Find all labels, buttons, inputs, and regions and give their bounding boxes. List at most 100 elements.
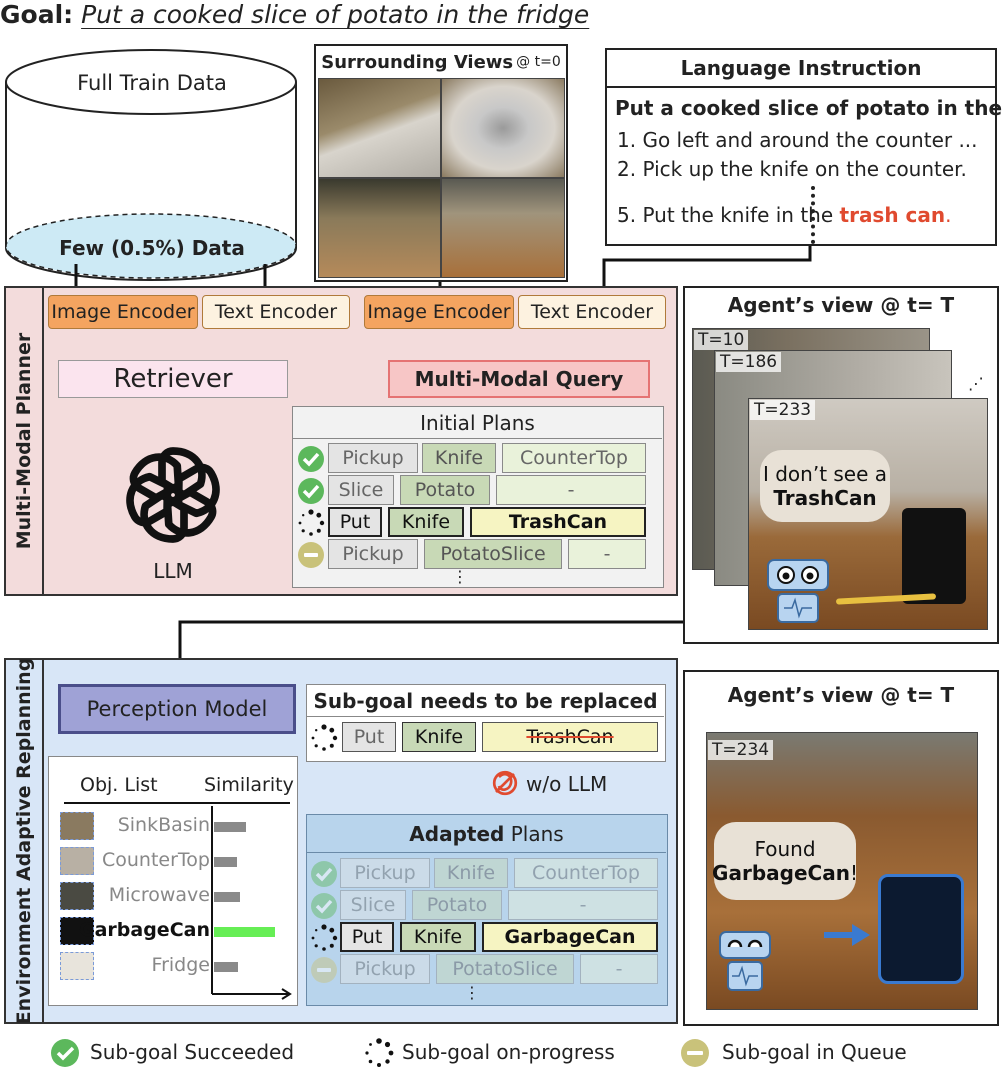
arrow-right-icon	[824, 924, 870, 946]
robot-icon	[767, 559, 829, 623]
agent-view-bottom-title: Agent’s view @ t= T	[727, 683, 955, 707]
similarity-header: Similarity	[204, 774, 294, 796]
frame-t234-label: T=234	[708, 740, 774, 760]
progress-spinner-icon	[298, 509, 325, 536]
object-name: SinkBasin	[117, 814, 210, 836]
check-icon	[311, 861, 337, 887]
progress-spinner-icon	[311, 724, 338, 751]
planner-side-label: Multi-Modal Planner	[13, 332, 35, 550]
progress-spinner-icon	[311, 924, 338, 951]
legend-check-icon	[51, 1039, 79, 1067]
plan-3-target: TrashCan	[470, 507, 646, 537]
object-thumbnail	[60, 812, 94, 840]
similarity-bar	[214, 857, 237, 867]
plan-1-action: Pickup	[328, 443, 418, 473]
llm-label: LLM	[153, 559, 193, 583]
plan-1-object: Knife	[422, 443, 496, 473]
similarity-axis	[211, 806, 292, 1000]
object-thumbnail	[60, 917, 94, 945]
check-icon	[311, 893, 337, 919]
instruction-step-5: 5. Put the knife in the trash can.	[617, 203, 952, 227]
wo-llm-label: w/o LLM	[526, 772, 608, 796]
adapted-2-target: -	[508, 890, 658, 920]
plan-3-object: Knife	[388, 507, 464, 537]
object-name: GarbageCan	[79, 919, 210, 941]
adapted-plans-panel: Adapted Plans	[306, 814, 668, 1006]
object-thumbnail	[60, 882, 94, 910]
object-name: CounterTop	[102, 849, 210, 871]
adapted-plans-title: Adapted Plans	[307, 815, 666, 853]
instruction-step-2: 2. Pick up the knife on the counter.	[617, 157, 967, 181]
text-encoder-left: Text Encoder	[202, 295, 350, 329]
similarity-bar	[214, 822, 246, 832]
trashcan-object	[902, 508, 966, 604]
instruction-step-1: 1. Go left and around the counter ...	[617, 128, 978, 152]
frame-t186-label: T=186	[716, 352, 782, 372]
check-icon	[298, 478, 324, 504]
text-encoder-right: Text Encoder	[518, 295, 666, 329]
replanning-side-label: Environment Adaptive Replanning	[13, 657, 35, 1025]
check-icon	[298, 446, 324, 472]
legend-progress: Sub-goal on-progress	[402, 1040, 615, 1064]
plans-ellipsis: ⋮	[452, 566, 468, 586]
subgoal-replace-title: Sub-goal needs to be replaced	[307, 685, 664, 717]
adapted-2-action: Slice	[340, 890, 406, 920]
agent-view-top-title: Agent’s view @ t= T	[727, 293, 955, 317]
adapted-ellipsis: ⋮	[464, 982, 480, 1002]
surrounding-views-panel: Surrounding Views @ t=0	[314, 44, 568, 282]
subgoal-object: Knife	[402, 722, 476, 752]
subgoal-target-struck: TrashCan	[482, 722, 658, 752]
view-image-1	[318, 78, 441, 178]
ellipsis-dots	[811, 186, 819, 244]
multi-modal-query-box: Multi-Modal Query	[388, 360, 650, 398]
goal-label: Goal:	[0, 0, 74, 29]
adapted-1-object: Knife	[434, 858, 508, 888]
adapted-1-target: CounterTop	[514, 858, 658, 888]
obj-list-divider	[64, 802, 290, 804]
frame-t10-label: T=10	[694, 330, 749, 350]
adapted-1-action: Pickup	[340, 858, 430, 888]
plan-3-action: Put	[328, 507, 382, 537]
similarity-bar	[214, 892, 240, 902]
goal-text: Put a cooked slice of potato in the frid…	[81, 0, 590, 29]
obj-list-header: Obj. List	[80, 774, 158, 796]
adapted-4-target: -	[580, 954, 658, 984]
view-image-2	[441, 78, 565, 178]
language-instruction-panel: Language Instruction Put a cooked slice …	[605, 48, 1004, 246]
adapted-3-action: Put	[340, 922, 394, 952]
llm-icon	[126, 447, 220, 543]
similarity-bar	[214, 962, 238, 972]
adapted-3-object: Knife	[400, 922, 476, 952]
planner-side-bar	[4, 286, 44, 596]
frame-t233-label: T=233	[750, 400, 816, 420]
legend-succeeded: Sub-goal Succeeded	[90, 1040, 295, 1064]
similarity-bar	[214, 927, 275, 937]
surrounding-views-title: Surrounding Views @ t=0	[321, 51, 561, 73]
robot-icon	[719, 931, 771, 991]
plan-4-target: -	[568, 539, 646, 569]
few-data-label: Few (0.5%) Data	[59, 236, 245, 260]
full-train-data-label: Full Train Data	[77, 71, 227, 95]
no-llm-icon	[492, 770, 518, 796]
object-name: Microwave	[108, 884, 210, 906]
queue-icon	[311, 957, 337, 983]
frame-dots: ⋰	[968, 374, 984, 393]
object-name: Fridge	[151, 954, 210, 976]
image-encoder-left: Image Encoder	[48, 295, 198, 329]
plan-2-object: Potato	[400, 475, 490, 505]
legend-queue-icon	[681, 1039, 709, 1067]
queue-icon	[298, 542, 324, 568]
speech-bubble-top: I don’t see a TrashCan	[760, 450, 890, 522]
view-image-3	[318, 178, 441, 278]
legend-spinner-icon	[365, 1038, 394, 1067]
instruction-main: Put a cooked slice of potato in the ...	[615, 96, 1004, 120]
garbagecan-object	[878, 874, 964, 984]
retriever-box: Retriever	[58, 360, 288, 398]
plan-1-target: CounterTop	[502, 443, 646, 473]
image-encoder-right: Image Encoder	[364, 295, 514, 329]
replanning-side-bar	[4, 658, 44, 1024]
perception-model-box: Perception Model	[58, 684, 296, 734]
plan-4-action: Pickup	[328, 539, 418, 569]
plan-2-target: -	[496, 475, 646, 505]
database-cylinder-icon	[5, 49, 297, 281]
